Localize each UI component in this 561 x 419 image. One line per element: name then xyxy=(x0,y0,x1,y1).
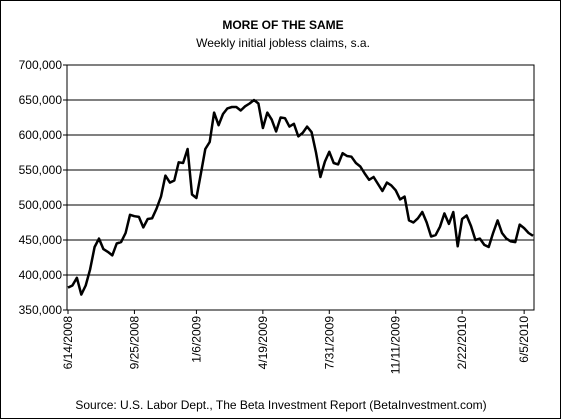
x-tick-label: 2/22/2010 xyxy=(455,316,469,370)
y-tick-label: 600,000 xyxy=(19,128,63,142)
x-tick-label: 6/14/2008 xyxy=(61,316,75,370)
x-tick-label: 1/6/2009 xyxy=(189,316,203,363)
y-tick-label: 550,000 xyxy=(19,163,63,177)
y-tick-label: 400,000 xyxy=(19,268,63,282)
y-tick-label: 650,000 xyxy=(19,93,63,107)
plot-area xyxy=(66,64,535,311)
x-tick-label: 7/31/2009 xyxy=(322,316,336,370)
x-tick-label: 6/5/2010 xyxy=(517,316,531,363)
chart-subtitle: Weekly initial jobless claims, s.a. xyxy=(196,36,370,50)
y-tick-label: 450,000 xyxy=(19,233,63,247)
series-line xyxy=(67,98,534,296)
y-tick-label: 350,000 xyxy=(19,303,63,317)
chart-source: Source: U.S. Labor Dept., The Beta Inves… xyxy=(75,398,486,412)
x-tick-label: 11/11/2009 xyxy=(389,316,403,375)
y-tick-label: 700,000 xyxy=(19,58,63,72)
chart-title: MORE OF THE SAME xyxy=(222,18,343,32)
x-tick-label: 4/19/2009 xyxy=(256,316,270,370)
y-tick-label: 500,000 xyxy=(19,198,63,212)
x-tick-label: 9/25/2008 xyxy=(127,316,141,370)
